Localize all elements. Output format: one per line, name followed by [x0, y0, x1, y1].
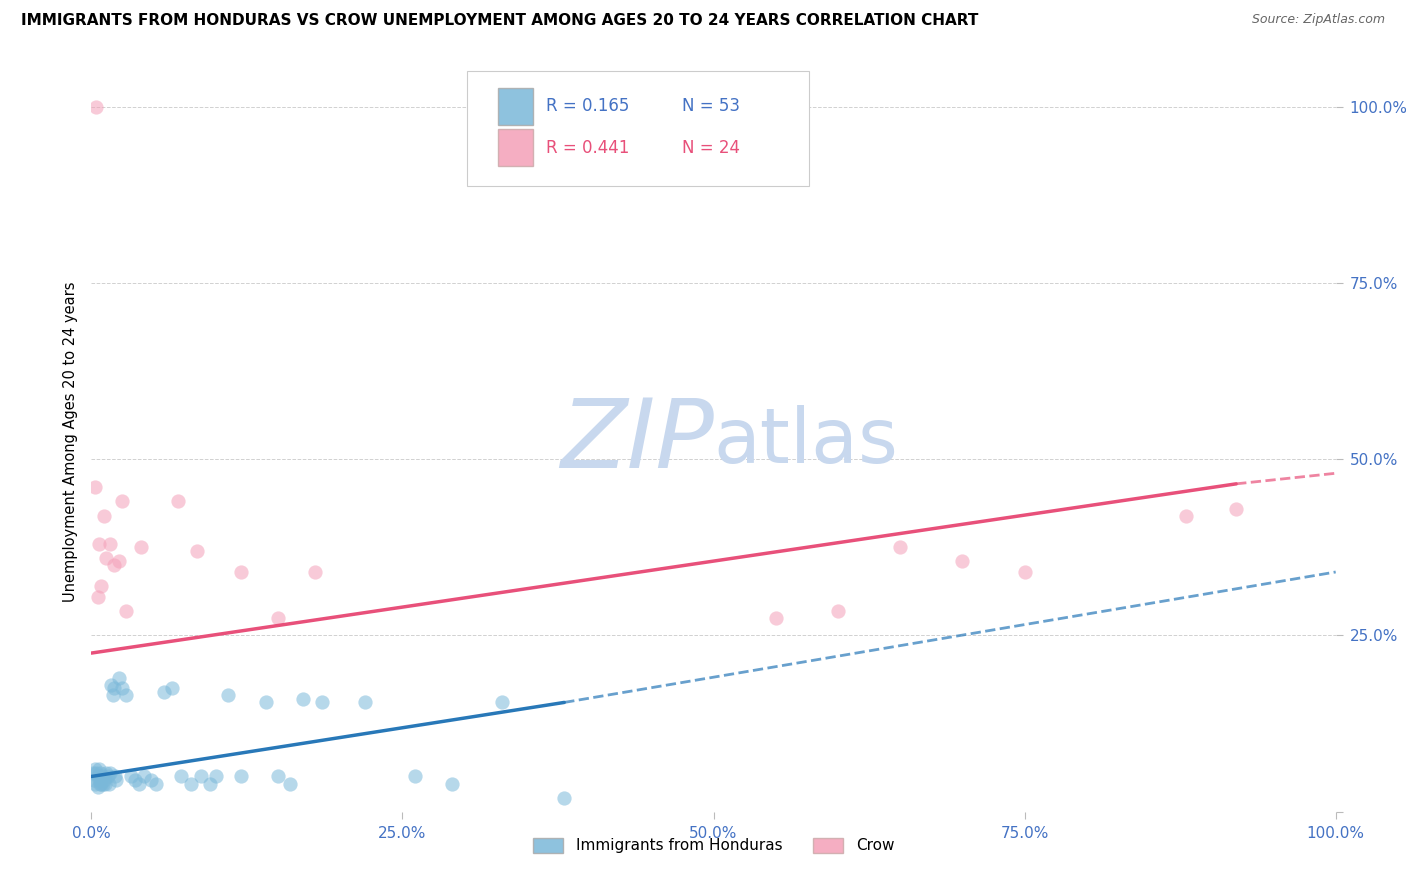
Point [115, 689, 138, 703]
Point [104, 769, 127, 783]
Point [105, 772, 128, 787]
Point [217, 689, 239, 703]
Point [107, 554, 129, 568]
Point [91, 776, 114, 790]
Point [107, 671, 129, 685]
Point [267, 611, 290, 625]
Point [82, 766, 104, 780]
Point [827, 604, 849, 618]
Point [87, 772, 110, 787]
Point [229, 769, 252, 783]
Point [129, 541, 152, 555]
Point [93, 508, 115, 523]
Point [1014, 565, 1036, 579]
Point [103, 558, 125, 572]
Point [267, 769, 290, 783]
Point [86, 769, 108, 783]
Point [205, 769, 228, 783]
Point [83, 772, 105, 787]
Point [553, 790, 575, 805]
Point [311, 695, 333, 709]
Point [139, 772, 162, 787]
Y-axis label: Unemployment Among Ages 20 to 24 years: Unemployment Among Ages 20 to 24 years [62, 281, 77, 602]
Point [291, 692, 314, 706]
Point [229, 565, 252, 579]
Point [87, 763, 110, 777]
Point [94, 776, 117, 790]
Point [180, 776, 202, 790]
Point [124, 772, 146, 787]
Point [101, 689, 124, 703]
Point [86, 100, 108, 114]
Point [84, 480, 107, 494]
Point [84, 763, 107, 777]
Point [254, 695, 277, 709]
Point [765, 611, 787, 625]
Point [90, 776, 112, 790]
Point [441, 776, 464, 790]
Point [87, 537, 110, 551]
Point [354, 695, 377, 709]
Bar [498, 87, 533, 125]
Point [97, 776, 120, 790]
Point [190, 769, 212, 783]
Point [1175, 508, 1198, 523]
Point [132, 769, 155, 783]
Point [90, 579, 112, 593]
FancyBboxPatch shape [467, 71, 810, 186]
Text: N = 53: N = 53 [682, 97, 741, 115]
Point [152, 685, 174, 699]
Point [98, 766, 121, 780]
Point [86, 780, 108, 794]
Point [89, 766, 111, 780]
Point [93, 772, 115, 787]
Point [86, 590, 108, 604]
Text: IMMIGRANTS FROM HONDURAS VS CROW UNEMPLOYMENT AMONG AGES 20 TO 24 YEARS CORRELAT: IMMIGRANTS FROM HONDURAS VS CROW UNEMPLO… [21, 13, 979, 29]
Point [170, 769, 193, 783]
Point [491, 695, 513, 709]
Point [186, 544, 208, 558]
Point [115, 604, 138, 618]
Point [145, 776, 167, 790]
Text: R = 0.441: R = 0.441 [546, 138, 628, 157]
Point [1225, 501, 1247, 516]
Text: atlas: atlas [713, 405, 898, 478]
Point [97, 769, 120, 783]
Point [950, 554, 973, 568]
Point [404, 769, 426, 783]
Point [889, 541, 911, 555]
Point [304, 565, 326, 579]
Point [98, 537, 121, 551]
Point [111, 494, 134, 508]
Point [100, 678, 122, 692]
Point [89, 776, 111, 790]
Point [128, 776, 150, 790]
Point [96, 550, 118, 565]
Point [167, 494, 190, 508]
Point [280, 776, 302, 790]
Point [120, 769, 142, 783]
Point [111, 681, 134, 696]
Text: ZIP: ZIP [560, 395, 713, 488]
Text: Source: ZipAtlas.com: Source: ZipAtlas.com [1251, 13, 1385, 27]
Point [86, 766, 108, 780]
Text: N = 24: N = 24 [682, 138, 741, 157]
Point [96, 766, 118, 780]
Point [91, 769, 114, 783]
Point [198, 776, 221, 790]
Legend: Immigrants from Honduras, Crow: Immigrants from Honduras, Crow [527, 831, 900, 860]
Bar [498, 129, 533, 166]
Text: R = 0.165: R = 0.165 [546, 97, 628, 115]
Point [84, 776, 107, 790]
Point [103, 681, 125, 696]
Point [162, 681, 184, 696]
